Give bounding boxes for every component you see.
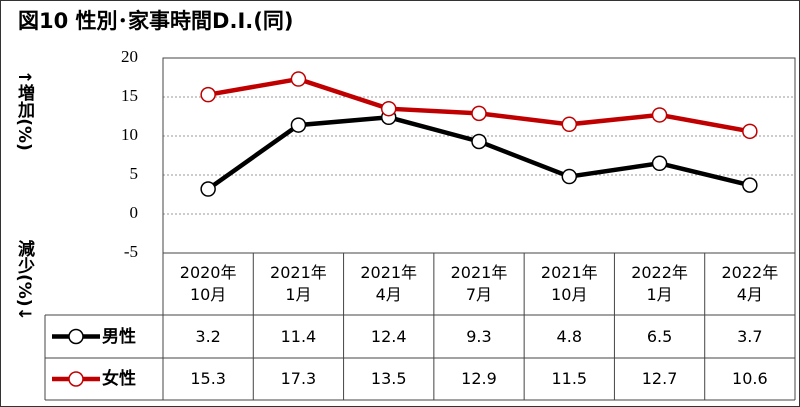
marker: [561, 168, 578, 185]
value-cell: 3.7: [737, 326, 763, 346]
y-tick-label: 0: [130, 203, 139, 222]
x-tick-label: 2021年 7月: [450, 263, 508, 304]
value-cell: 9.3: [466, 326, 492, 346]
x-tick-label: 2021年 1月: [270, 263, 327, 304]
y-tick-label: 20: [121, 47, 138, 66]
value-cell: 11.5: [551, 369, 588, 388]
y-label-down: 減少(%)↓: [14, 240, 34, 321]
marker: [471, 133, 487, 150]
x-tick-label: 2022年 4月: [721, 263, 779, 304]
legend-marker: [68, 328, 84, 345]
marker: [651, 155, 668, 172]
value-cell: 15.3: [190, 369, 226, 388]
value-cell: 13.5: [370, 369, 407, 388]
y-tick-label: 10: [121, 125, 138, 144]
y-label-up: ↑増加(%): [14, 70, 34, 151]
value-cell: 12.9: [461, 369, 497, 388]
line: [206, 115, 751, 191]
x-tick-label: 2020年 10月: [179, 263, 237, 304]
value-cell: 12.4: [370, 326, 407, 346]
x-tick-label: 2022年 1月: [631, 263, 688, 304]
x-tick-label: 2021年 4月: [360, 263, 418, 304]
y-tick-label: 5: [130, 164, 139, 183]
chart-title: 図10 性別･家事時間D.I.(同): [18, 9, 293, 33]
line: [207, 76, 751, 134]
legend-label: 男性: [102, 326, 136, 347]
marker: [200, 181, 216, 197]
value-cell: 6.5: [646, 326, 673, 346]
value-cell: 4.8: [556, 326, 582, 346]
marker: [380, 100, 397, 117]
marker: [742, 177, 758, 193]
x-tick-label: 2021年 10月: [540, 263, 598, 304]
value-cell: 3.2: [195, 326, 221, 346]
marker: [561, 116, 578, 133]
marker: [290, 71, 307, 87]
value-cell: 17.3: [280, 369, 317, 388]
marker: [651, 107, 668, 123]
marker: [200, 86, 216, 103]
marker: [290, 117, 307, 133]
marker: [742, 123, 758, 140]
value-cell: 10.6: [732, 369, 768, 388]
y-tick-label: -5: [124, 242, 138, 261]
legend-label: 女性: [102, 369, 136, 389]
value-cell: 11.4: [280, 326, 317, 346]
y-tick-label: 15: [121, 86, 138, 105]
legend-marker: [68, 371, 84, 387]
value-cell: 12.7: [641, 369, 678, 388]
marker: [471, 105, 487, 122]
